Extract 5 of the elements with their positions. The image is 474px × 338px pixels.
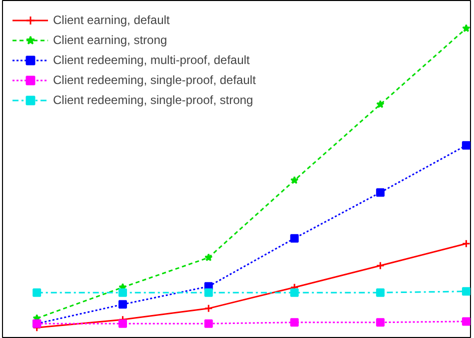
legend-label: Client earning, default xyxy=(53,13,170,27)
legend-label: Client redeeming, single-proof, strong xyxy=(53,93,254,107)
legend-label: Client earning, strong xyxy=(53,33,168,47)
legend-label: Client redeeming, multi-proof, default xyxy=(53,53,250,67)
legend-label: Client redeeming, single-proof, default xyxy=(53,73,256,87)
